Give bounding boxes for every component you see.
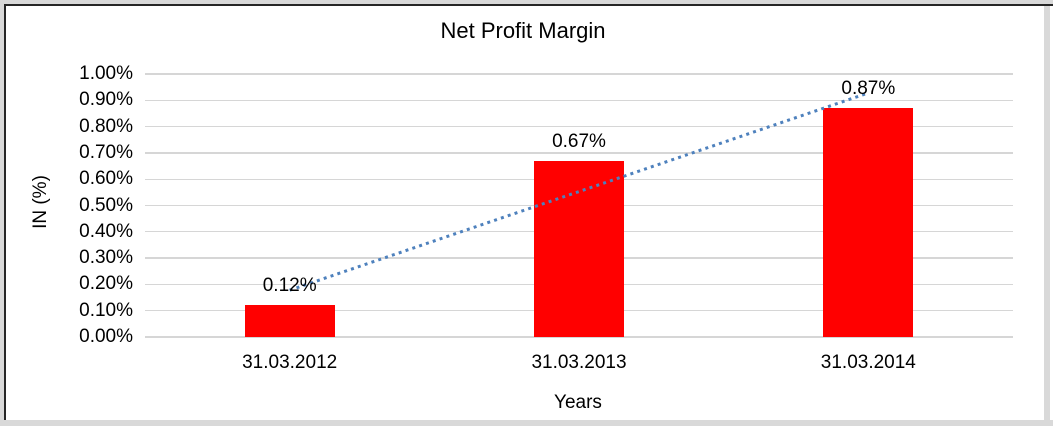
bar-value-label: 0.67% [552,130,606,152]
outer-border-right [1044,0,1050,426]
y-tick-label: 0.80% [79,115,133,137]
y-tick-label: 0.40% [79,220,133,242]
x-tick-label: 31.03.2013 [531,352,627,373]
y-tick-label: 0.70% [79,141,133,163]
x-tick-label: 31.03.2012 [242,352,338,373]
gridline [145,336,1013,338]
y-tick-label: 0.60% [79,168,133,190]
y-tick-label: 0.30% [79,247,133,269]
gridline [145,73,1013,75]
y-tick-label: 1.00% [79,63,133,84]
bar [534,160,624,337]
outer-border-top [0,0,1053,4]
y-tick-label: 0.10% [79,299,133,321]
chart-title: Net Profit Margin [440,18,606,43]
bar [823,108,914,337]
bar-value-label: 0.87% [841,78,896,100]
y-tick-label: 0.00% [79,326,133,347]
y-tick-label: 0.90% [79,89,133,111]
bar-value-label: 0.12% [262,275,317,297]
y-tick-label: 0.50% [79,194,133,216]
x-tick-label: 31.03.2014 [820,352,916,373]
bar [244,305,335,337]
outer-border-bottom [0,420,1053,426]
chart-frame-border-left [4,4,6,420]
x-axis-title: Years [554,392,602,413]
outer-border-left [0,0,4,426]
chart-frame-border-top [4,4,1053,6]
y-tick-label: 0.20% [79,273,133,295]
